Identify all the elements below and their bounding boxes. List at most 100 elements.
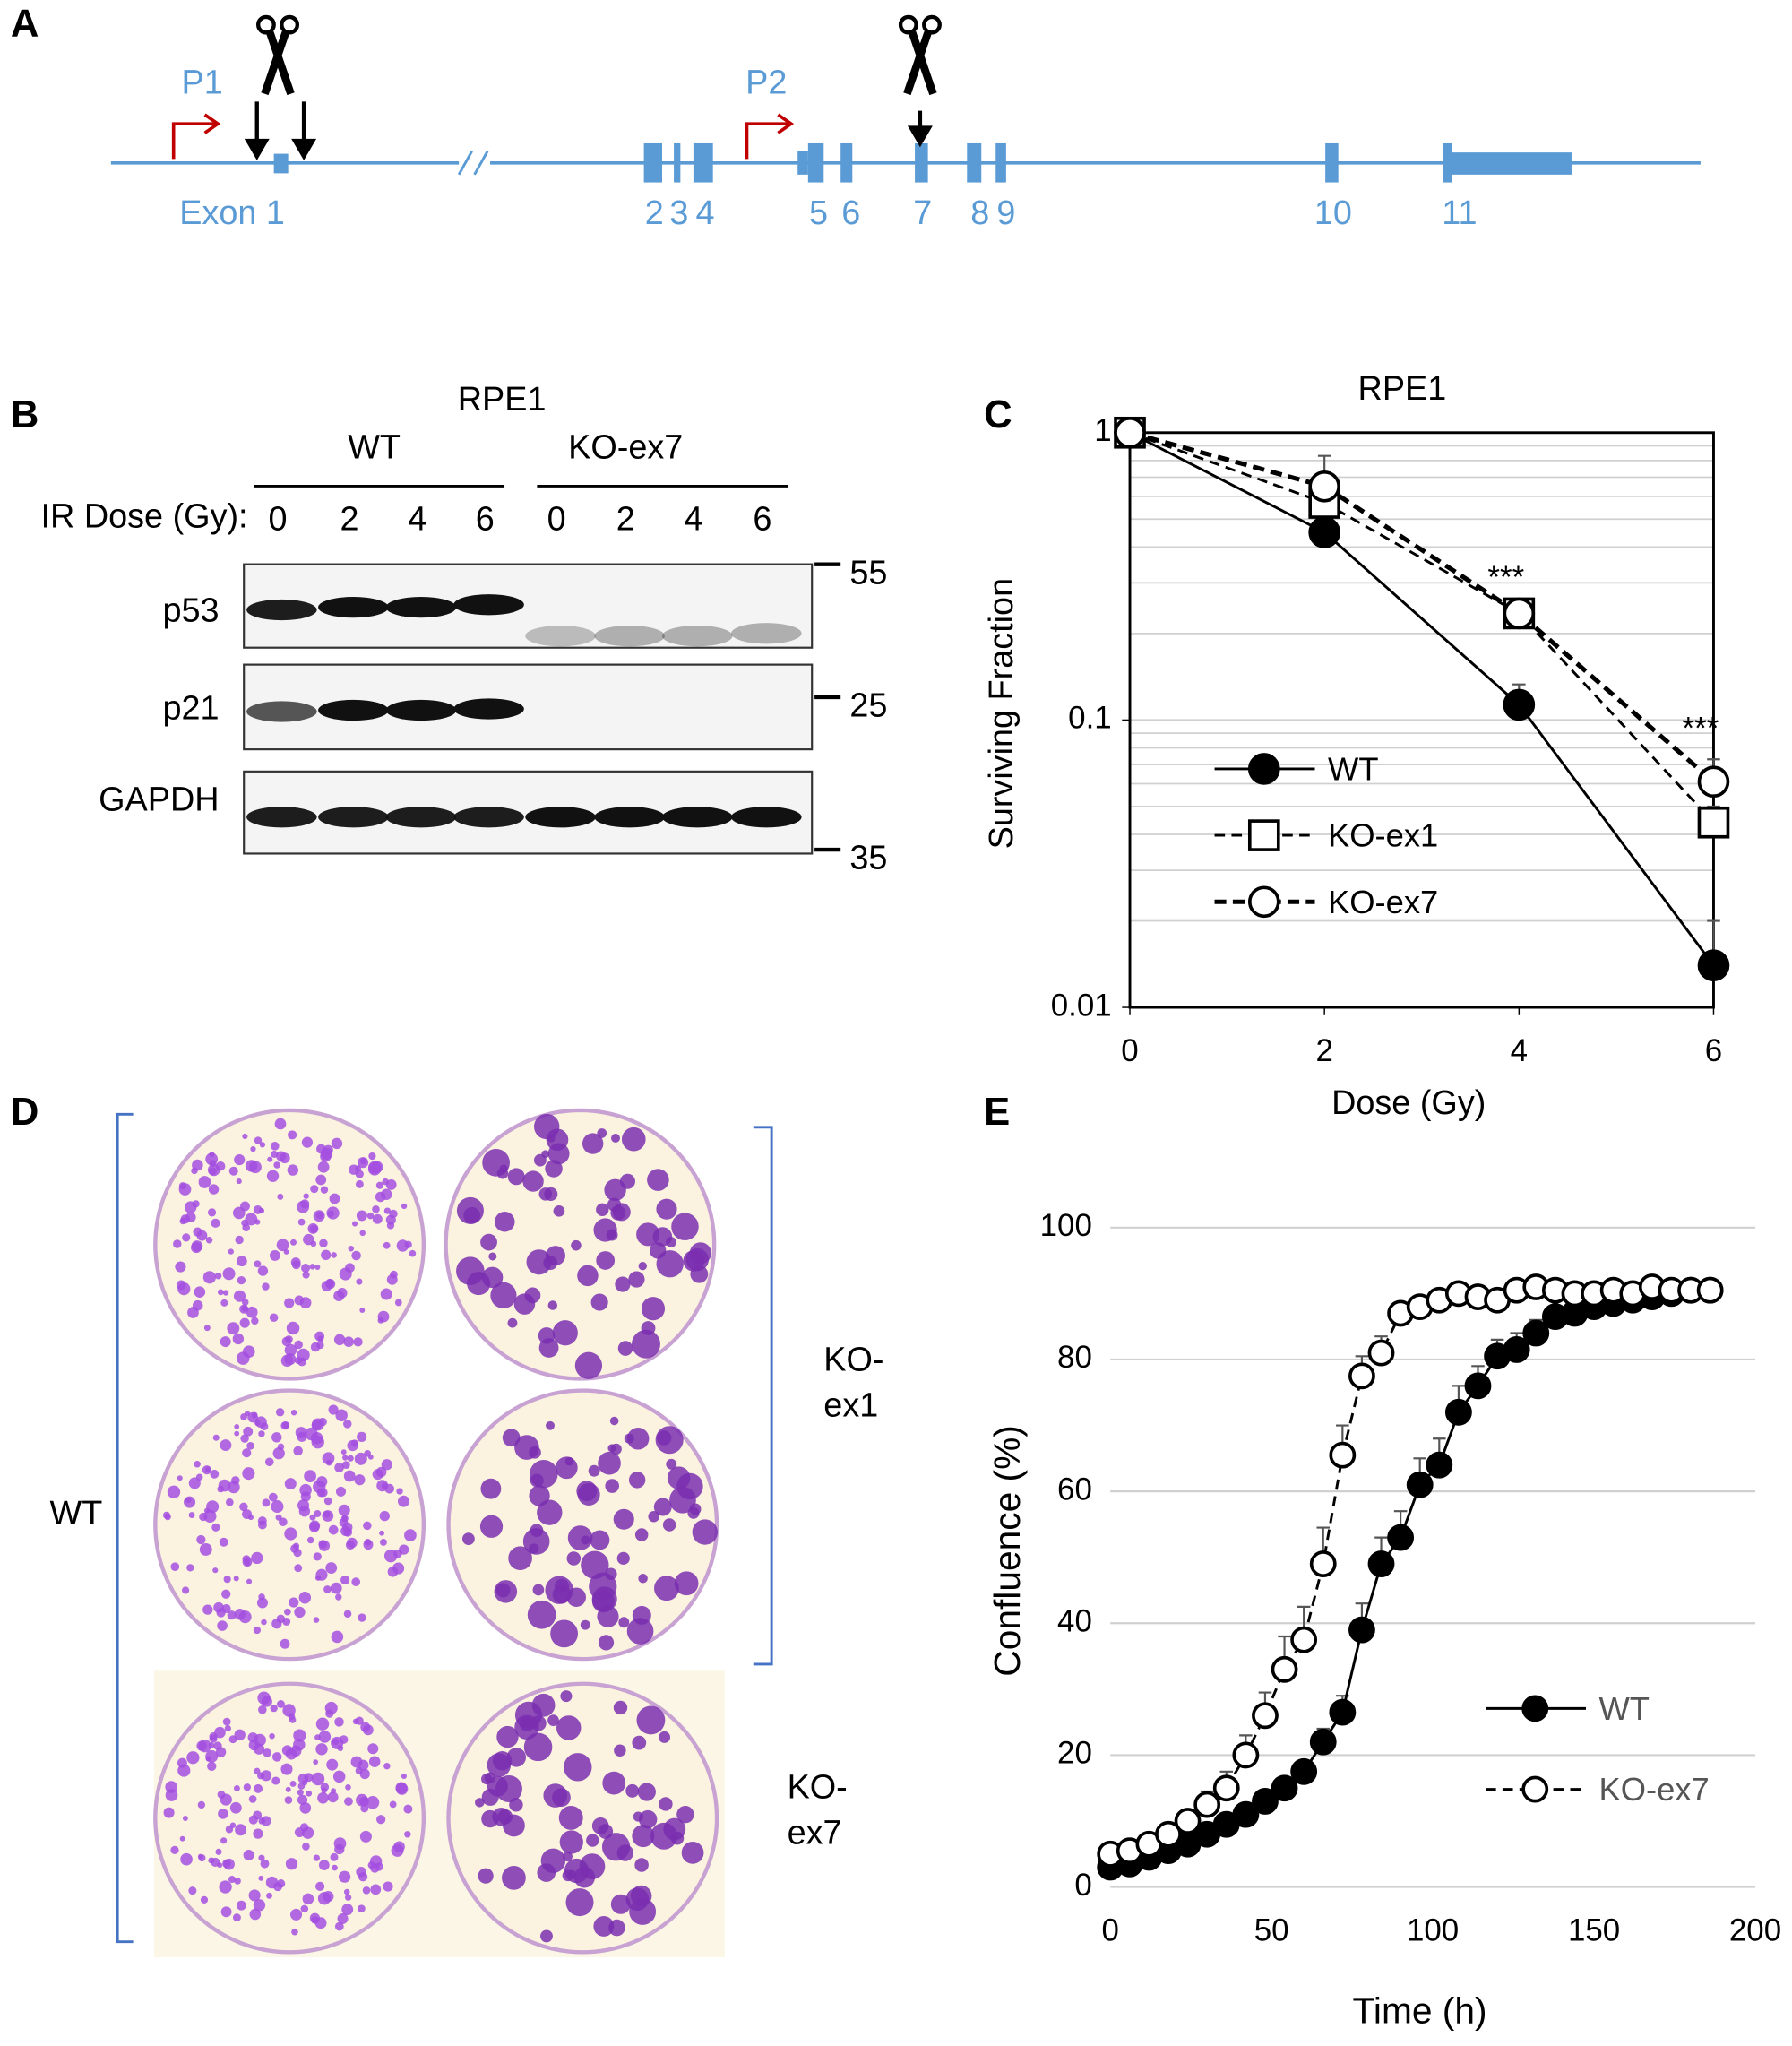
colony [355,1766,363,1774]
colony [225,1826,234,1834]
colony [409,1249,417,1257]
colony [383,1549,398,1563]
colony [613,1700,628,1715]
colony [293,1729,306,1742]
colony [475,1798,485,1808]
colony [596,1203,609,1216]
colony [610,1894,631,1914]
colony [307,1223,319,1234]
colony [186,1751,200,1765]
colony [301,1136,314,1148]
colony [258,1520,267,1530]
colony [553,1204,565,1217]
colony [538,1338,559,1358]
data-point [1308,516,1340,548]
colony [552,1320,578,1346]
colony [204,1466,211,1472]
colony [339,1518,349,1527]
colony [667,1466,691,1489]
colony [379,1530,384,1536]
colony [538,1187,552,1201]
colony [396,1239,409,1252]
colony [208,1184,220,1195]
colony [351,1577,361,1587]
colony [229,1801,242,1814]
colony [239,1317,250,1328]
colony [613,1508,634,1530]
brackets [116,1112,773,1944]
colony [192,1200,200,1208]
colony [372,1204,380,1213]
colony [275,1514,282,1521]
colony [609,1416,619,1426]
chart-title: RPE1 [1358,370,1447,408]
colony [581,1550,609,1579]
colony [234,1785,240,1791]
colony [298,1506,311,1517]
colony [566,1551,582,1566]
colony [246,1442,254,1450]
colony [401,1203,408,1210]
legend-marker [1247,819,1280,851]
colony [323,1144,333,1155]
band [385,596,457,618]
colony [215,1848,222,1855]
colony [356,1793,368,1807]
colony [288,1130,297,1140]
colony [362,1724,374,1736]
colony [199,1543,212,1556]
colony [317,1791,329,1804]
colony [671,1213,699,1240]
colony [315,1211,324,1220]
colony [567,1525,593,1550]
colony [235,1824,247,1836]
colony [666,1237,676,1247]
colony [298,1592,312,1604]
colony [203,1325,211,1332]
colony [198,1176,211,1188]
colony [580,1619,590,1630]
row-label: GAPDH [99,781,219,818]
colony [638,1809,658,1829]
colony [285,1786,291,1792]
colony [368,1152,376,1161]
colony [240,1434,249,1443]
colony [621,1127,646,1152]
colony [370,1884,382,1895]
colony [632,1825,655,1848]
exon-label: 5 [809,194,828,232]
colony [234,1153,246,1166]
plate [153,1388,426,1662]
data-point [1232,1741,1260,1769]
colony [495,1212,515,1232]
colony [321,1249,332,1260]
colony [293,1739,306,1751]
colony [299,1802,312,1814]
colony [170,1562,180,1571]
colony [251,1317,259,1325]
colony [220,1837,228,1844]
mw-marker: 35 [849,840,887,877]
colony [297,1789,304,1796]
colony [186,1564,194,1572]
colony [380,1538,387,1546]
data-point [1697,949,1730,982]
data-point [1697,765,1730,799]
colony [267,1156,273,1162]
colony [220,1336,231,1348]
colony [343,1470,356,1482]
band [525,807,596,828]
colony [179,1217,186,1225]
colony [256,1597,268,1609]
colony [188,1477,201,1489]
colony [228,1481,240,1494]
colony [342,1455,349,1461]
colony [251,1551,263,1565]
colony [249,1908,262,1921]
y-tick-label: 1 [1094,413,1111,448]
colony [547,1143,570,1165]
plate-label: KO- [788,1769,848,1807]
group-label: KO-ex7 [568,429,683,467]
colony [376,1480,389,1492]
dose: 2 [340,501,358,539]
